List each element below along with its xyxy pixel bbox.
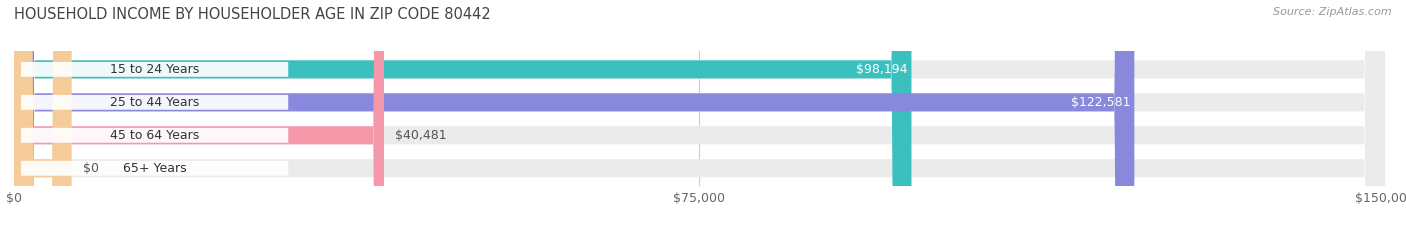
FancyBboxPatch shape (21, 95, 288, 110)
Text: $122,581: $122,581 (1071, 96, 1130, 109)
FancyBboxPatch shape (21, 161, 288, 176)
FancyBboxPatch shape (14, 0, 72, 233)
FancyBboxPatch shape (21, 62, 288, 77)
FancyBboxPatch shape (14, 0, 1135, 233)
FancyBboxPatch shape (14, 0, 1385, 233)
FancyBboxPatch shape (21, 128, 288, 143)
Text: 25 to 44 Years: 25 to 44 Years (110, 96, 200, 109)
FancyBboxPatch shape (14, 0, 384, 233)
Text: 45 to 64 Years: 45 to 64 Years (110, 129, 200, 142)
FancyBboxPatch shape (14, 0, 911, 233)
Text: $98,194: $98,194 (856, 63, 907, 76)
FancyBboxPatch shape (14, 0, 1385, 233)
Text: 15 to 24 Years: 15 to 24 Years (110, 63, 200, 76)
Text: $0: $0 (83, 162, 98, 175)
Text: $40,481: $40,481 (395, 129, 447, 142)
FancyBboxPatch shape (14, 0, 1385, 233)
Text: Source: ZipAtlas.com: Source: ZipAtlas.com (1274, 7, 1392, 17)
Text: HOUSEHOLD INCOME BY HOUSEHOLDER AGE IN ZIP CODE 80442: HOUSEHOLD INCOME BY HOUSEHOLDER AGE IN Z… (14, 7, 491, 22)
FancyBboxPatch shape (14, 0, 1385, 233)
Text: 65+ Years: 65+ Years (122, 162, 187, 175)
